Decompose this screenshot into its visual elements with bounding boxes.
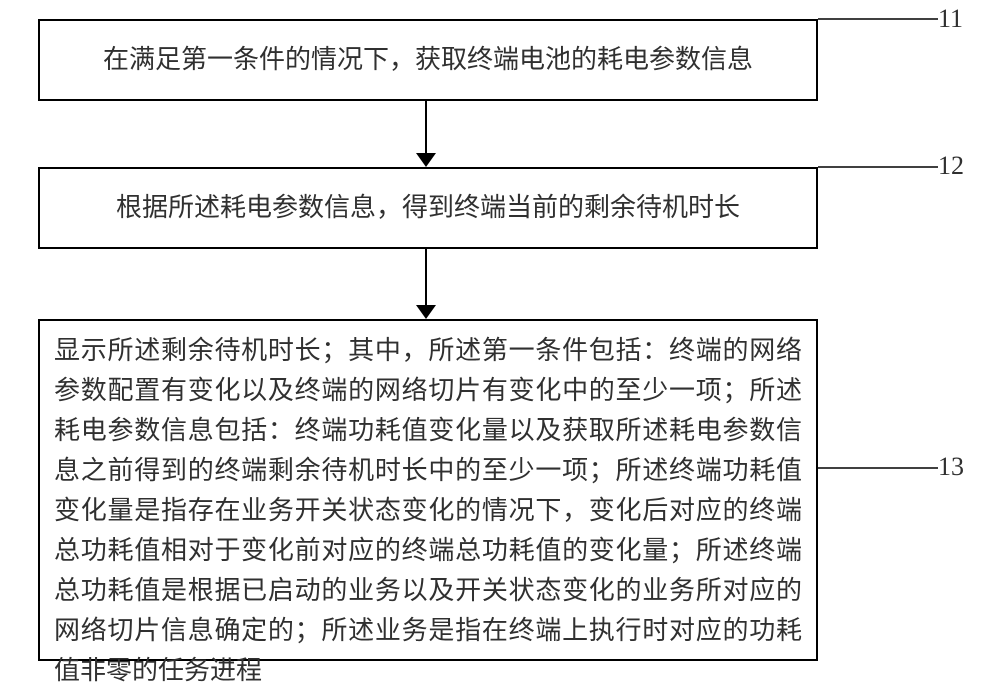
flow-step-3: 显示所述剩余待机时长；其中，所述第一条件包括：终端的网络参数配置有变化以及终端的… bbox=[38, 319, 818, 661]
arrow-1-line bbox=[425, 101, 427, 155]
flow-step-1: 在满足第一条件的情况下，获取终端电池的耗电参数信息 bbox=[38, 19, 818, 101]
flow-step-2-text: 根据所述耗电参数信息，得到终端当前的剩余待机时长 bbox=[116, 188, 740, 228]
arrow-2-line bbox=[425, 249, 427, 307]
flow-step-2: 根据所述耗电参数信息，得到终端当前的剩余待机时长 bbox=[38, 167, 818, 249]
flowchart-canvas: { "canvas": { "width": 1000, "height": 6… bbox=[0, 0, 1000, 679]
flow-step-3-text: 显示所述剩余待机时长；其中，所述第一条件包括：终端的网络参数配置有变化以及终端的… bbox=[54, 331, 802, 691]
label-11: 11 bbox=[938, 4, 963, 34]
arrow-1-head bbox=[416, 153, 436, 167]
label-13: 13 bbox=[938, 452, 964, 482]
label-12: 12 bbox=[938, 151, 964, 181]
flow-step-1-text: 在满足第一条件的情况下，获取终端电池的耗电参数信息 bbox=[103, 40, 753, 80]
arrow-2-head bbox=[416, 305, 436, 319]
